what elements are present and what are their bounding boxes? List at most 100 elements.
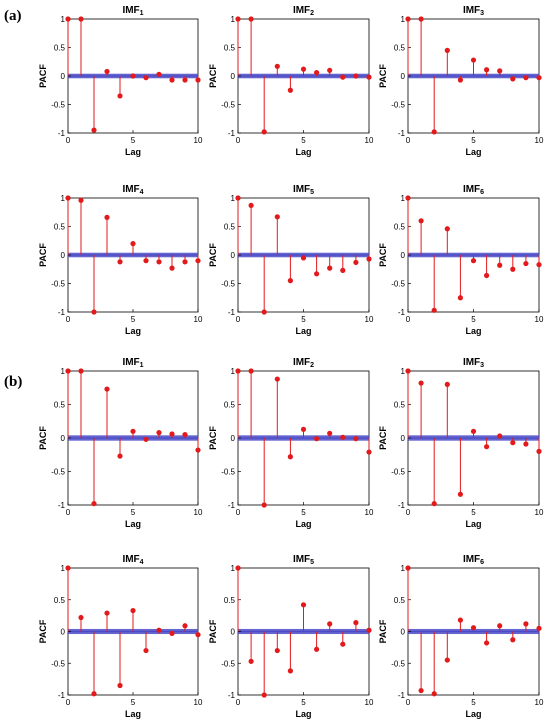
- y-tick-label: -0.5: [391, 468, 405, 477]
- stem-marker: [431, 501, 437, 507]
- subplot-title: IMF4: [122, 184, 143, 196]
- stem-marker: [523, 260, 529, 267]
- subplot-title-subscript: 2: [310, 10, 314, 17]
- stem-marker: [300, 426, 307, 432]
- stem-marker: [104, 214, 110, 220]
- stem-marker: [104, 386, 110, 392]
- y-tick-label: 1: [231, 194, 236, 203]
- y-tick-label: -1: [228, 501, 236, 510]
- stem-marker: [484, 444, 490, 450]
- y-axis-label: PACF: [38, 243, 48, 267]
- stem-marker: [484, 67, 490, 73]
- y-tick-label: 1: [231, 15, 236, 24]
- stem-marker: [130, 607, 136, 614]
- y-tick-label: 0: [61, 251, 66, 260]
- stem-marker: [65, 565, 71, 571]
- y-axis-label: PACF: [208, 619, 218, 643]
- y-tick-label: -1: [58, 501, 66, 510]
- panel-label-b: (b): [4, 374, 22, 390]
- y-tick-label: -0.5: [51, 659, 65, 668]
- x-tick-label: 0: [66, 136, 71, 145]
- stem-marker: [91, 501, 97, 507]
- x-tick-label: 0: [236, 698, 241, 707]
- stem-marker: [405, 16, 411, 22]
- subplot-title: IMF2: [293, 5, 314, 17]
- y-tick-label: 0: [401, 72, 406, 81]
- y-tick-label: -0.5: [221, 280, 235, 289]
- x-axis-label: Lag: [125, 709, 141, 719]
- subplot-title-subscript: 3: [480, 10, 484, 17]
- x-tick-label: 5: [471, 698, 476, 707]
- stem-marker: [314, 646, 320, 652]
- stem-marker: [536, 75, 542, 81]
- subplot-title-subscript: 3: [480, 362, 484, 369]
- stem-marker: [300, 255, 307, 261]
- subplot-title-subscript: 1: [140, 10, 144, 17]
- x-tick-label: 5: [471, 315, 476, 324]
- stem-marker: [143, 258, 149, 264]
- stem-marker: [510, 637, 516, 643]
- x-tick-label: 0: [66, 698, 71, 707]
- x-tick-label: 5: [301, 508, 306, 517]
- subplot-title: IMF2: [293, 357, 314, 369]
- y-tick-label: -1: [228, 308, 236, 317]
- stem-marker: [182, 77, 188, 83]
- y-tick-label: -1: [228, 129, 236, 138]
- stem-marker: [457, 77, 463, 83]
- y-axis-label: PACF: [378, 426, 388, 450]
- stem-marker: [287, 87, 293, 93]
- stem-marker: [182, 432, 188, 438]
- stem-marker: [418, 687, 424, 694]
- stem-marker: [470, 428, 477, 434]
- stem-marker: [366, 449, 372, 455]
- subplot-title: IMF5: [293, 554, 314, 566]
- y-tick-label: 0.5: [224, 223, 236, 232]
- stem-marker: [470, 625, 477, 631]
- subplot-title: IMF6: [463, 554, 484, 566]
- x-axis-label: Lag: [295, 147, 311, 157]
- subplot-title-subscript: 6: [480, 189, 484, 196]
- stem-marker: [195, 258, 201, 264]
- x-axis-label: Lag: [295, 326, 311, 336]
- y-axis-label: PACF: [208, 243, 218, 267]
- x-axis-label: Lag: [465, 519, 481, 529]
- stem-marker: [470, 258, 477, 264]
- stem-marker: [287, 668, 293, 674]
- stem-marker: [431, 129, 437, 135]
- stem-marker: [536, 262, 542, 268]
- x-tick-label: 10: [194, 698, 203, 707]
- y-tick-label: 0.5: [54, 44, 66, 53]
- y-tick-label: 0.5: [224, 401, 236, 410]
- stem-marker: [497, 68, 503, 74]
- y-tick-label: -1: [58, 691, 66, 700]
- stem-marker: [143, 647, 149, 654]
- stem-marker: [457, 295, 463, 301]
- stem-marker: [536, 448, 542, 454]
- stem-marker: [143, 436, 149, 442]
- stem-marker: [78, 16, 84, 22]
- stem-marker: [327, 430, 333, 436]
- stem-marker: [536, 625, 542, 631]
- subplot-title-subscript: 5: [310, 189, 314, 196]
- y-axis-label: PACF: [38, 619, 48, 643]
- stem-marker: [78, 614, 84, 621]
- stem-marker: [497, 262, 503, 268]
- y-tick-label: 0.5: [394, 596, 406, 605]
- y-tick-label: 0.5: [54, 401, 66, 410]
- stem-marker: [248, 368, 254, 374]
- stem-marker: [274, 647, 280, 654]
- y-tick-label: 0: [231, 72, 236, 81]
- y-tick-label: -1: [58, 308, 66, 317]
- x-tick-label: 5: [131, 698, 136, 707]
- stem-marker: [366, 627, 372, 633]
- x-tick-label: 0: [236, 136, 241, 145]
- y-tick-label: 1: [401, 367, 406, 376]
- stem-marker: [117, 259, 123, 265]
- subplot-title: IMF1: [122, 357, 143, 369]
